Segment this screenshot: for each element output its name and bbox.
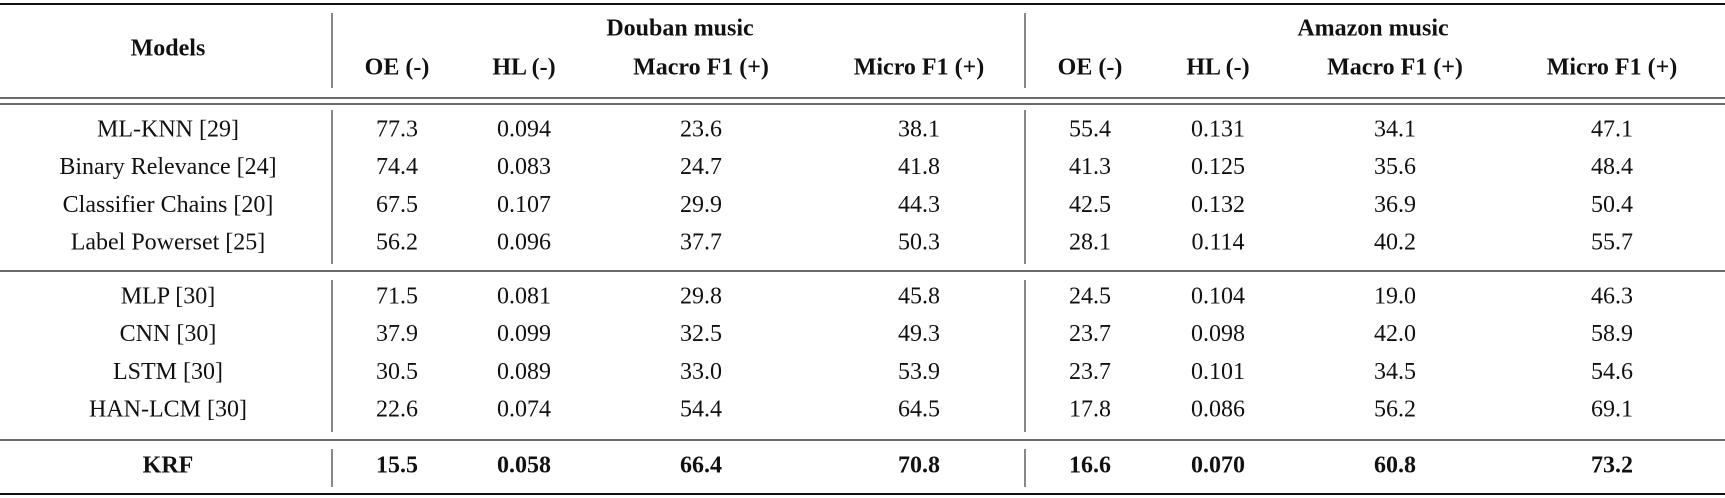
cell: 56.2 [376,230,418,256]
cell: 23.7 [1069,321,1111,347]
model-name: CNN [30] [120,321,217,347]
cell: 54.6 [1591,359,1633,385]
model-name: Label Powerset [25] [71,230,266,256]
cell: 38.1 [898,117,940,143]
column-header: Micro F1 (+) [854,55,985,81]
cell: 55.7 [1591,230,1633,256]
cell: 24.5 [1069,284,1111,310]
column-header: OE (-) [1058,55,1123,81]
cell: 15.5 [376,453,418,479]
model-name: Binary Relevance [24] [59,154,276,180]
column-header: Micro F1 (+) [1547,55,1678,81]
cell: 35.6 [1374,154,1416,180]
cell: 29.8 [680,284,722,310]
cell: 69.1 [1591,397,1633,423]
model-name: HAN-LCM [30] [89,397,247,423]
cell: 55.4 [1069,117,1111,143]
cell: 34.5 [1374,359,1416,385]
cell: 36.9 [1374,192,1416,218]
cell: 23.6 [680,117,722,143]
cell: 0.096 [497,230,551,256]
cell: 60.8 [1374,453,1416,479]
cell: 17.8 [1069,397,1111,423]
cell: 0.074 [497,397,551,423]
cell: 29.9 [680,192,722,218]
cell: 49.3 [898,321,940,347]
cell: 50.4 [1591,192,1633,218]
cell: 44.3 [898,192,940,218]
cell: 70.8 [898,453,940,479]
column-header: Macro F1 (+) [633,55,769,81]
cell: 0.107 [497,192,551,218]
model-name: LSTM [30] [113,359,223,385]
cell: 53.9 [898,359,940,385]
cell: 28.1 [1069,230,1111,256]
separators [331,13,1026,487]
cell: 0.131 [1191,117,1245,143]
cell: 0.070 [1191,453,1245,479]
cell: 0.089 [497,359,551,385]
model-name: ML-KNN [29] [97,117,239,143]
column-header: HL (-) [1186,55,1249,81]
cell: 37.9 [376,321,418,347]
cell: 58.9 [1591,321,1633,347]
column-header: HL (-) [492,55,555,81]
cell: 24.7 [680,154,722,180]
model-name: Classifier Chains [20] [63,192,274,218]
cell: 34.1 [1374,117,1416,143]
cell: 23.7 [1069,359,1111,385]
column-header: Macro F1 (+) [1327,55,1463,81]
cell: 0.104 [1191,284,1245,310]
cell: 0.099 [497,321,551,347]
cell: 54.4 [680,397,722,423]
cell: 30.5 [376,359,418,385]
cell: 33.0 [680,359,722,385]
cell: 0.101 [1191,359,1245,385]
cell: 77.3 [376,117,418,143]
cell: 0.081 [497,284,551,310]
cell: 56.2 [1374,397,1416,423]
cell: 64.5 [898,397,940,423]
column-header: OE (-) [365,55,430,81]
cell: 0.094 [497,117,551,143]
models-header: Models [131,36,206,62]
cell: 19.0 [1374,284,1416,310]
cell: 0.086 [1191,397,1245,423]
cell: 74.4 [376,154,418,180]
cell: 46.3 [1591,284,1633,310]
cell: 0.058 [497,453,551,479]
cell: 41.3 [1069,154,1111,180]
group-header: Douban music [606,16,754,42]
cell: 0.125 [1191,154,1245,180]
cell: 48.4 [1591,154,1633,180]
cell: 42.5 [1069,192,1111,218]
cell: 73.2 [1591,453,1633,479]
cell: 66.4 [680,453,722,479]
cell: 50.3 [898,230,940,256]
cell: 45.8 [898,284,940,310]
cell: 0.098 [1191,321,1245,347]
cell: 40.2 [1374,230,1416,256]
cell: 0.083 [497,154,551,180]
cell: 37.7 [680,230,722,256]
cell: 0.114 [1191,230,1244,256]
cell: 41.8 [898,154,940,180]
cell: 71.5 [376,284,418,310]
cell: 47.1 [1591,117,1633,143]
cell: 42.0 [1374,321,1416,347]
group-header: Amazon music [1297,16,1449,42]
cell: 67.5 [376,192,418,218]
model-name: MLP [30] [121,284,215,310]
cell: 32.5 [680,321,722,347]
cell: 0.132 [1191,192,1245,218]
model-name: KRF [143,453,194,479]
cell: 22.6 [376,397,418,423]
cell: 16.6 [1069,453,1111,479]
